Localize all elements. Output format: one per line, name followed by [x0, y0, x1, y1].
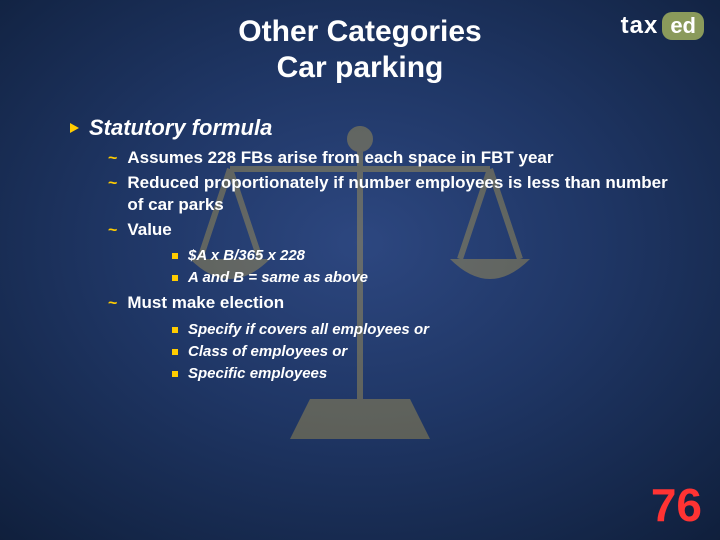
tilde-bullet-icon: ~: [108, 293, 117, 315]
level2-text: Assumes 228 FBs arise from each space in…: [127, 147, 553, 169]
level2-item: ~ Reduced proportionately if number empl…: [108, 172, 680, 216]
level3-text: Specify if covers all employees or: [188, 320, 429, 340]
level2-item: ~ Assumes 228 FBs arise from each space …: [108, 147, 680, 170]
logo-ed-badge: ed: [662, 12, 704, 40]
level2-text: Reduced proportionately if number employ…: [127, 172, 680, 216]
level2-item: ~ Value: [108, 219, 680, 242]
square-bullet-icon: [172, 371, 178, 377]
level3-text: Specific employees: [188, 364, 327, 384]
level3-item: $A x B/365 x 228: [172, 246, 680, 266]
level2-text: Value: [127, 219, 171, 241]
logo: tax ed: [621, 12, 704, 40]
level3-text: A and B = same as above: [188, 268, 368, 288]
level3-text: $A x B/365 x 228: [188, 246, 305, 266]
level3-text: Class of employees or: [188, 342, 347, 362]
level3-item: Specify if covers all employees or: [172, 320, 680, 340]
title-line-1: Other Categories: [0, 14, 720, 50]
tilde-bullet-icon: ~: [108, 220, 117, 242]
title-line-2: Car parking: [0, 50, 720, 86]
logo-tax-text: tax: [621, 12, 659, 40]
page-number: 76: [651, 478, 702, 532]
level3-item: Specific employees: [172, 364, 680, 384]
square-bullet-icon: [172, 327, 178, 333]
content-area: Statutory formula ~ Assumes 228 FBs aris…: [70, 115, 680, 389]
triangle-bullet-icon: [70, 123, 79, 133]
square-bullet-icon: [172, 275, 178, 281]
level1-heading: Statutory formula: [89, 115, 272, 141]
level1-item: Statutory formula ~ Assumes 228 FBs aris…: [70, 115, 680, 385]
level2-item: ~ Must make election: [108, 292, 680, 315]
level3-item: A and B = same as above: [172, 268, 680, 288]
tilde-bullet-icon: ~: [108, 148, 117, 170]
tilde-bullet-icon: ~: [108, 173, 117, 195]
level3-item: Class of employees or: [172, 342, 680, 362]
square-bullet-icon: [172, 349, 178, 355]
slide-title: Other Categories Car parking: [0, 0, 720, 86]
level2-text: Must make election: [127, 292, 284, 314]
square-bullet-icon: [172, 253, 178, 259]
